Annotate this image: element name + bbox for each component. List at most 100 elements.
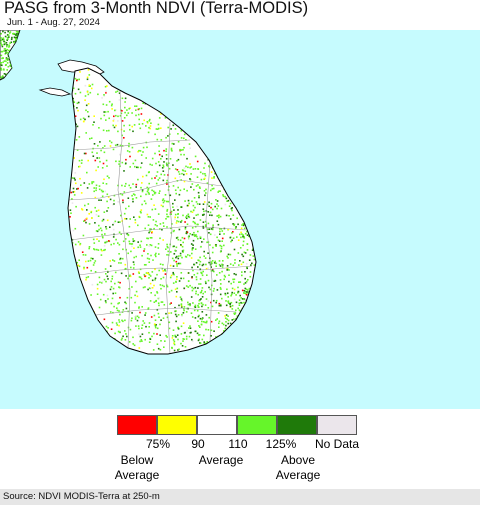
ndvi-pixel: [106, 340, 109, 343]
ndvi-pixel: [81, 288, 84, 291]
ndvi-pixel: [87, 159, 89, 162]
ndvi-pixel: [120, 339, 123, 341]
ndvi-pixel: [162, 68, 164, 71]
ndvi-pixel: [151, 279, 154, 282]
ndvi-pixel: [131, 286, 133, 288]
ndvi-pixel: [254, 169, 256, 171]
ndvi-pixel: [106, 193, 109, 196]
ndvi-pixel: [216, 68, 219, 69]
ndvi-pixel: [166, 165, 169, 167]
ndvi-pixel: [251, 84, 254, 87]
ndvi-pixel: [244, 271, 246, 273]
legend-tick-75: 75%: [145, 437, 171, 451]
ndvi-pixel: [127, 112, 130, 114]
ndvi-pixel: [78, 314, 80, 316]
ndvi-pixel: [215, 319, 217, 321]
ndvi-pixel: [224, 317, 227, 319]
ndvi-pixel: [70, 212, 72, 214]
ndvi-pixel: [208, 261, 210, 264]
ndvi-pixel: [6, 76, 9, 79]
ndvi-pixel: [118, 160, 121, 163]
ndvi-pixel: [205, 188, 207, 191]
ndvi-pixel: [133, 247, 135, 249]
ndvi-pixel: [185, 335, 188, 338]
ndvi-pixel: [192, 220, 195, 223]
ndvi-pixel: [152, 190, 155, 193]
ndvi-pixel: [255, 253, 256, 256]
ndvi-pixel: [150, 198, 153, 200]
ndvi-pixel: [66, 209, 68, 211]
ndvi-pixel: [185, 101, 188, 104]
ndvi-pixel: [237, 290, 240, 293]
ndvi-pixel: [113, 79, 116, 82]
ndvi-pixel: [243, 338, 246, 341]
ndvi-pixel: [195, 90, 198, 92]
ndvi-pixel: [197, 315, 200, 318]
ndvi-pixel: [154, 319, 157, 321]
ndvi-pixel: [231, 118, 234, 120]
ndvi-pixel: [71, 198, 73, 200]
ndvi-pixel: [240, 297, 242, 299]
ndvi-pixel: [188, 202, 190, 205]
ndvi-pixel: [239, 84, 241, 87]
ndvi-pixel: [206, 78, 209, 81]
ndvi-pixel: [229, 202, 232, 205]
ndvi-pixel: [126, 335, 128, 338]
ndvi-pixel: [257, 172, 259, 174]
ndvi-pixel: [228, 107, 230, 110]
ndvi-pixel: [80, 353, 83, 354]
ndvi-pixel: [235, 103, 237, 106]
ndvi-pixel: [163, 174, 166, 176]
ndvi-pixel: [202, 303, 204, 306]
ndvi-pixel: [252, 322, 254, 325]
ndvi-pixel: [68, 118, 69, 120]
ndvi-pixel: [160, 287, 162, 290]
ndvi-pixel: [175, 192, 177, 195]
ndvi-pixel: [231, 209, 233, 212]
ndvi-pixel: [183, 137, 185, 140]
ndvi-pixel: [211, 260, 214, 262]
ndvi-pixel: [128, 288, 130, 290]
ndvi-pixel: [73, 321, 75, 324]
ndvi-pixel: [138, 89, 141, 92]
ndvi-pixel: [158, 100, 161, 102]
ndvi-pixel: [198, 283, 200, 285]
ndvi-pixel: [125, 333, 127, 335]
ndvi-pixel: [162, 165, 165, 168]
ndvi-pixel: [145, 72, 147, 74]
ndvi-pixel: [218, 326, 220, 328]
ndvi-pixel: [86, 187, 89, 189]
ndvi-pixel: [257, 115, 259, 117]
ndvi-pixel: [69, 209, 72, 211]
ndvi-pixel: [195, 276, 198, 278]
ndvi-pixel: [235, 180, 237, 182]
ndvi-pixel: [92, 328, 94, 330]
ndvi-pixel: [189, 332, 192, 334]
ndvi-pixel: [175, 295, 178, 298]
ndvi-pixel: [134, 301, 136, 304]
ndvi-pixel: [185, 232, 188, 235]
ndvi-pixel: [132, 200, 134, 203]
ndvi-pixel: [164, 194, 167, 196]
ndvi-pixel: [99, 141, 101, 143]
ndvi-pixel: [158, 153, 161, 156]
ndvi-pixel: [69, 130, 71, 132]
ndvi-pixel: [216, 215, 218, 217]
ndvi-pixel: [201, 318, 203, 320]
ndvi-pixel: [124, 238, 127, 240]
ndvi-pixel: [68, 300, 70, 302]
ndvi-pixel: [207, 300, 210, 302]
ndvi-pixel: [170, 289, 173, 292]
ndvi-pixel: [207, 112, 209, 115]
ndvi-pixel: [210, 228, 213, 230]
ndvi-pixel: [215, 84, 217, 86]
ndvi-pixel: [172, 245, 174, 248]
ndvi-pixel: [120, 233, 122, 235]
ndvi-pixel: [141, 340, 143, 342]
ndvi-pixel: [214, 112, 216, 114]
ndvi-pixel: [177, 255, 180, 257]
ndvi-pixel: [246, 199, 249, 201]
ndvi-pixel: [162, 276, 165, 279]
ndvi-pixel: [240, 117, 242, 119]
ndvi-pixel: [230, 154, 232, 157]
